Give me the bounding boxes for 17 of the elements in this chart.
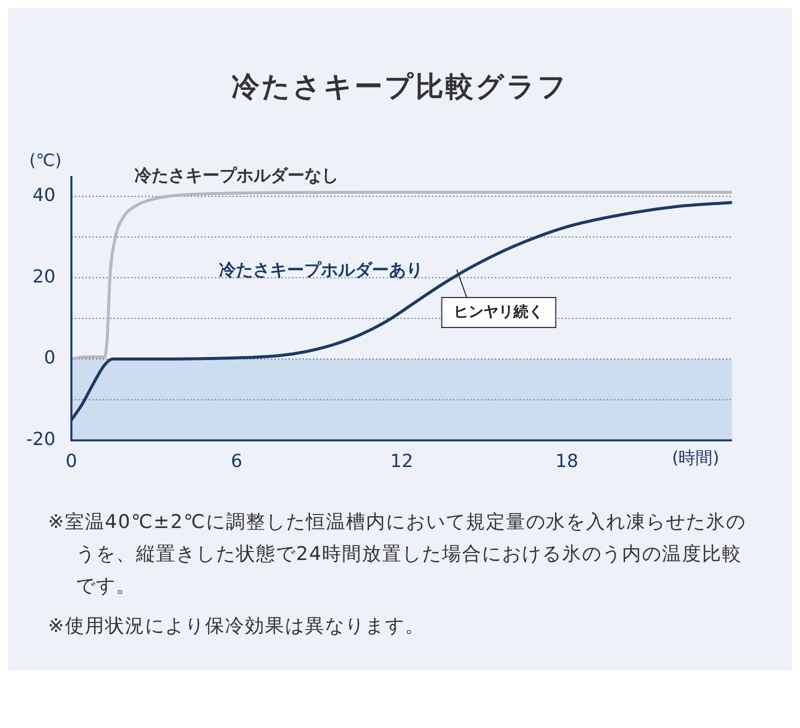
y-tick-label: 0: [44, 348, 56, 369]
text: ※使用状況により保冷効果は異なります。: [48, 614, 426, 639]
text: ※室温40℃±2℃に調整した恒温槽内において規定量の水を入れ凍らせた氷のうを、縦置きした状態で24時間放置した場合における氷のう内の温度比較です。: [48, 510, 747, 599]
annotation: ヒンヤリ続く: [454, 302, 544, 320]
y-tick-label: 20: [32, 266, 56, 288]
y-tick-label: 40: [32, 185, 56, 206]
x-axis-title: (時間): [672, 448, 720, 468]
y-axis-title: (℃): [29, 150, 62, 171]
series-label: 冷たさキープホルダーなし: [134, 166, 339, 186]
x-tick-label: 12: [390, 450, 414, 472]
series-label: 冷たさキープホルダーあり: [218, 260, 423, 281]
chart-title: 冷たさキープ比較グラフ: [230, 69, 570, 105]
y-tick-label: -20: [26, 429, 56, 450]
x-tick-label: 6: [230, 450, 242, 472]
x-tick-label: 0: [66, 450, 78, 472]
line-series: [71, 190, 732, 361]
x-tick-label: 18: [555, 450, 578, 472]
